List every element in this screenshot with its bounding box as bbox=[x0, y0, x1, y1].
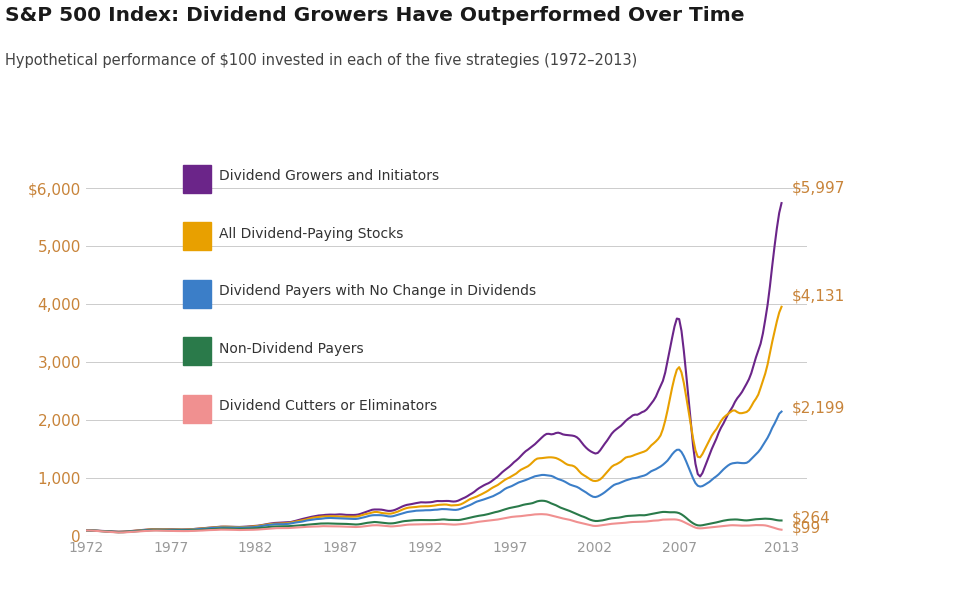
Text: Hypothetical performance of $100 invested in each of the five strategies (1972–2: Hypothetical performance of $100 investe… bbox=[5, 53, 637, 68]
Bar bbox=[183, 395, 211, 423]
Bar bbox=[183, 280, 211, 308]
Text: Dividend Cutters or Eliminators: Dividend Cutters or Eliminators bbox=[220, 399, 437, 413]
Bar bbox=[183, 223, 211, 250]
Text: $264: $264 bbox=[792, 511, 831, 525]
Text: Dividend Growers and Initiators: Dividend Growers and Initiators bbox=[220, 169, 439, 183]
Text: Dividend Payers with No Change in Dividends: Dividend Payers with No Change in Divide… bbox=[220, 284, 537, 298]
Text: S&P 500 Index: Dividend Growers Have Outperformed Over Time: S&P 500 Index: Dividend Growers Have Out… bbox=[5, 6, 744, 25]
Bar bbox=[183, 337, 211, 365]
Text: $4,131: $4,131 bbox=[792, 289, 845, 304]
Text: $2,199: $2,199 bbox=[792, 401, 845, 416]
Text: All Dividend-Paying Stocks: All Dividend-Paying Stocks bbox=[220, 227, 404, 240]
Text: Non-Dividend Payers: Non-Dividend Payers bbox=[220, 342, 364, 356]
Text: $99: $99 bbox=[792, 520, 821, 535]
Bar bbox=[183, 165, 211, 193]
Text: $5,997: $5,997 bbox=[792, 181, 845, 196]
